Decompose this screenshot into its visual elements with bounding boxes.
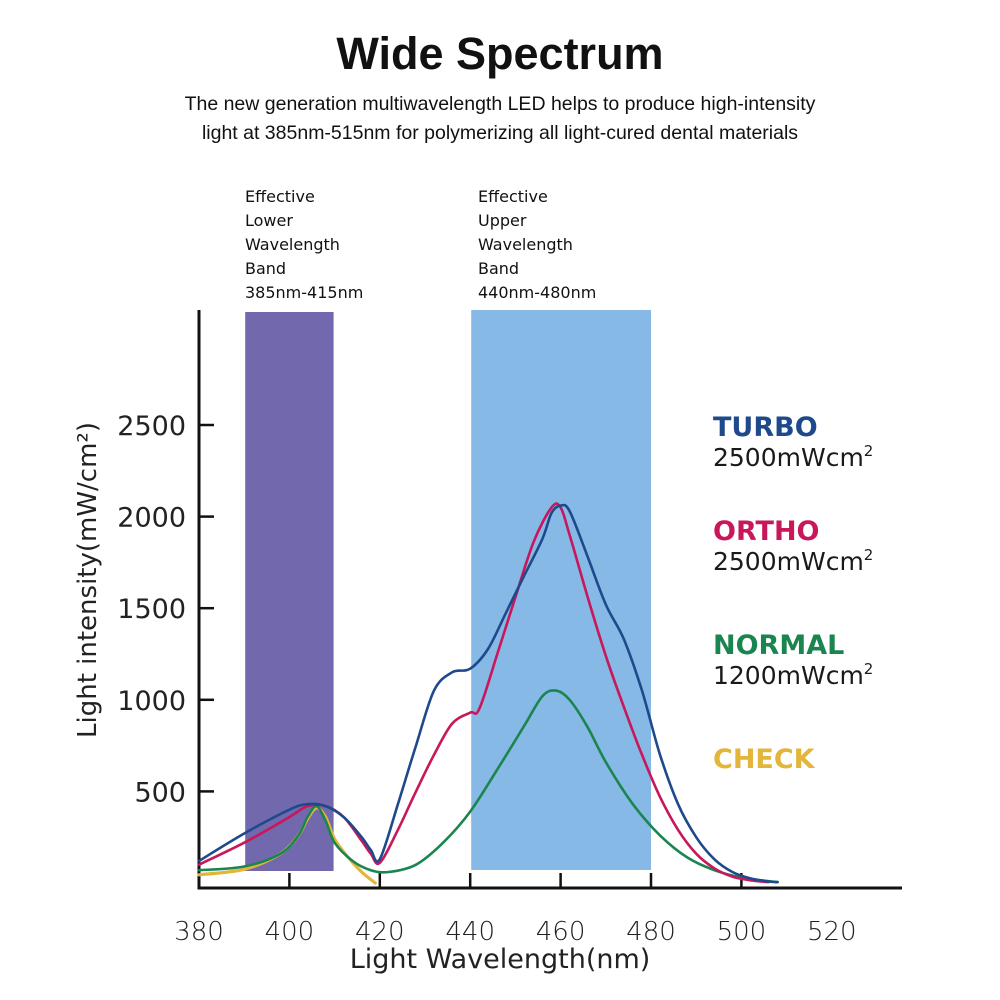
x-tick-label-440: 440 <box>445 917 495 947</box>
x-tick-label-500: 500 <box>717 917 767 947</box>
subtitle: The new generation multiwavelength LED h… <box>0 90 1000 148</box>
legend-ortho-name: ORTHO <box>713 516 820 547</box>
upper-band-rect <box>471 310 651 870</box>
legend-turbo-name: TURBO <box>713 412 818 443</box>
x-tick-label-400: 400 <box>265 917 315 947</box>
y-tick-label-2000: 2000 <box>117 503 186 534</box>
legend-normal-name: NORMAL <box>713 630 845 661</box>
legend-turbo-value: 2500mWcm2 <box>713 442 873 472</box>
page-title: Wide Spectrum <box>336 28 664 79</box>
y-tick-label-1500: 1500 <box>117 594 186 625</box>
upper-band-label: Effective Upper Wavelength Band 440nm-48… <box>478 187 597 302</box>
lower-band-rect <box>245 312 334 871</box>
legend-turbo-sup: 2 <box>863 442 874 460</box>
y-axis-label: Light intensity(mW/cm²) <box>73 422 103 738</box>
x-tick-label-380: 380 <box>174 917 224 947</box>
legend-turbo-value-text: 2500mWcm <box>713 443 864 472</box>
legend-normal-value: 1200mWcm2 <box>713 660 873 690</box>
series-line-turbo <box>197 503 779 884</box>
series-line-normal <box>197 689 779 884</box>
subtitle-line-2: light at 385nm-515nm for polymerizing al… <box>201 122 799 144</box>
x-tick-label-420: 420 <box>355 917 405 947</box>
legend-check-name: CHECK <box>713 744 815 775</box>
x-tick-label-460: 460 <box>536 917 586 947</box>
x-axis-label: Light Wavelength(nm) <box>350 944 651 975</box>
subtitle-line-1: The new generation multiwavelength LED h… <box>184 93 816 115</box>
lower-band-label: Effective Lower Wavelength Band 385nm-41… <box>245 187 364 302</box>
y-tick-label-500: 500 <box>134 777 186 808</box>
x-tick-label-480: 480 <box>626 917 676 947</box>
x-tick-label-520: 520 <box>807 917 857 947</box>
y-tick-label-2500: 2500 <box>117 411 186 442</box>
legend-normal-sup: 2 <box>863 660 874 678</box>
legend-ortho-sup: 2 <box>863 546 874 564</box>
legend-ortho-value-text: 2500mWcm <box>713 547 864 576</box>
legend-normal-value-text: 1200mWcm <box>713 661 864 690</box>
legend-ortho-value: 2500mWcm2 <box>713 546 873 576</box>
y-tick-label-1000: 1000 <box>117 686 186 717</box>
